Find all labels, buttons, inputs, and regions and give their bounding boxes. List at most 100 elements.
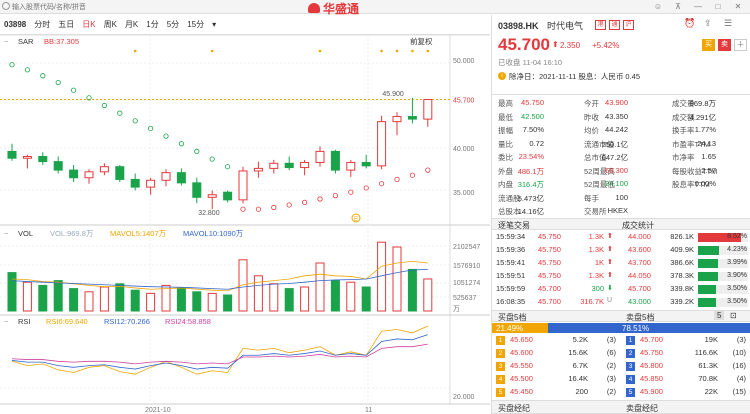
book-pager[interactable]: 5 xyxy=(714,311,725,320)
orderbook-header: 买盘5档 卖盘5档 5 ⊡ xyxy=(492,310,750,322)
period-dropdown-icon[interactable]: ▾ xyxy=(212,20,217,29)
share-icon[interactable]: ⇪ xyxy=(704,18,712,28)
search-input[interactable] xyxy=(2,2,162,12)
trade-volume: 316.7K xyxy=(580,297,604,306)
volume-bar xyxy=(330,280,340,312)
trade-time: 15:59:36 xyxy=(496,245,526,254)
trade-time: 15:59:59 xyxy=(496,284,526,293)
tab-weekly-k[interactable]: 周K xyxy=(103,20,117,29)
minimize-icon[interactable]: — xyxy=(694,2,702,11)
sar-dot xyxy=(378,181,385,187)
kline-chart[interactable]: SAR BB:37.305 前复权 − 50.000 40.000 35.000… xyxy=(0,35,490,414)
volume-bar xyxy=(392,246,402,312)
hk-badge-icon[interactable]: 港 xyxy=(595,20,606,30)
volume-bar xyxy=(253,275,263,312)
quote-label: 振幅 xyxy=(498,126,513,135)
collapse-icon[interactable]: − xyxy=(4,39,8,46)
high-price-label: 45.900 xyxy=(382,91,404,98)
vol-tick-1: 2102547 xyxy=(453,244,480,251)
trades-title[interactable]: 逐笔交易 xyxy=(498,221,530,230)
adjust-dropdown[interactable]: 前复权 xyxy=(410,36,433,46)
trade-button-buy[interactable]: 买 xyxy=(702,39,715,51)
alert-bell-icon[interactable]: ⏰ xyxy=(684,18,696,28)
stats-title[interactable]: 成交统计 xyxy=(622,221,654,230)
candle-body xyxy=(377,121,387,167)
quote-value: 24.100 xyxy=(605,179,628,188)
sar-label: SAR xyxy=(18,37,34,46)
sar-bb-value: BB:37.305 xyxy=(44,37,79,46)
quote-value: 23.54% xyxy=(518,152,544,161)
add-watchlist-icon[interactable]: ＋ xyxy=(734,39,747,51)
quote-value: 250.1亿 xyxy=(601,139,628,149)
tab-monthly-k[interactable]: 月K xyxy=(124,20,139,29)
quote-value: 2.57 xyxy=(701,165,716,175)
quote-label: 委比 xyxy=(498,153,513,162)
broker-sell-title[interactable]: 卖盘经纪 xyxy=(626,404,658,413)
book-orders: (3) xyxy=(736,335,746,344)
sar-dot xyxy=(240,206,246,212)
vol-tick-2: 1576910 xyxy=(453,263,480,270)
volume-bar xyxy=(22,281,32,312)
tab-five-day[interactable]: 五日 xyxy=(58,20,75,29)
quote-value: 65.300 xyxy=(605,165,628,175)
quote-label: 52周最低 xyxy=(584,180,615,189)
trade-time: 15:59:34 xyxy=(496,232,526,241)
event-dot xyxy=(210,49,214,53)
title-bar: 华盛通 ☺ ⊼ — □ ✕ xyxy=(0,0,750,16)
tab-daily-k[interactable]: 日K xyxy=(82,20,96,29)
quote-label: 市净率 xyxy=(672,153,695,162)
stat-price: 43.700 xyxy=(628,258,651,267)
sar-dot xyxy=(332,193,338,199)
stat-pct: 8.52% xyxy=(727,233,747,240)
vol-collapse-icon[interactable]: − xyxy=(4,231,8,238)
book-next-icon[interactable]: ⊡ xyxy=(730,311,737,320)
quote-label: 昨收 xyxy=(584,112,599,122)
tab-1min[interactable]: 1分 xyxy=(146,20,159,29)
candle-body xyxy=(176,172,186,184)
book-level: 1 xyxy=(496,336,505,345)
book-volume: 61.3K xyxy=(698,361,718,370)
user-icon[interactable]: ☺ xyxy=(653,2,663,11)
broker-buy-title[interactable]: 买盘经纪 xyxy=(498,404,530,413)
book-orders: (2) xyxy=(606,387,616,396)
rsi-collapse-icon[interactable]: − xyxy=(4,319,8,326)
volume-bars xyxy=(7,241,433,312)
maximize-icon[interactable]: □ xyxy=(715,2,721,11)
quote-value: 14.16亿 xyxy=(517,207,544,216)
notify-icon[interactable]: ☰ xyxy=(724,18,733,28)
quote-label: 总股本 xyxy=(498,207,521,216)
trade-badge-icon[interactable]: 通 xyxy=(609,20,620,30)
rsi6-line xyxy=(11,325,428,375)
period-tabs: 03898 分时 五日 日K 周K 月K 1分 5分 15分 ▾ xyxy=(0,15,490,35)
sar-dot xyxy=(271,204,277,211)
trade-time: 15:59:51 xyxy=(496,271,526,280)
dividend-marker-icon[interactable] xyxy=(351,213,361,223)
volume-bar xyxy=(176,288,186,312)
pin-icon[interactable]: ⊼ xyxy=(675,2,681,11)
tab-15min[interactable]: 15分 xyxy=(187,20,205,29)
quote-label: 每手 xyxy=(584,193,599,203)
candle-body xyxy=(223,191,233,201)
book-volume: 5.2K xyxy=(572,335,588,344)
broker-header: 买盘经纪 卖盘经纪 xyxy=(492,400,750,414)
stock-code-tab[interactable]: 03898 xyxy=(4,20,27,29)
date-tick-11: 11 xyxy=(365,407,372,414)
trade-button-sell[interactable]: 卖 xyxy=(718,39,731,51)
sar-dot xyxy=(55,79,61,86)
candle-body xyxy=(53,161,63,171)
tab-5min[interactable]: 5分 xyxy=(166,20,180,29)
quote-value: 4.291亿 xyxy=(689,112,716,122)
stat-volume: 386.6K xyxy=(670,258,694,267)
quote-label: 流通股 xyxy=(498,193,521,203)
book-level: 2 xyxy=(496,349,505,358)
book-level: 4 xyxy=(496,375,505,384)
quote-value: 486.1万 xyxy=(517,166,544,176)
quote-table: 最高 45.750 今开 43.900 成交量 969.8万 最低 42.500 昨收 43.35… xyxy=(492,94,750,219)
close-icon[interactable]: ✕ xyxy=(734,2,742,11)
shanghai-badge-icon[interactable]: 沪 xyxy=(623,20,634,30)
tab-intraday[interactable]: 分时 xyxy=(34,20,51,29)
sar-dot xyxy=(148,125,154,132)
volume-bar xyxy=(300,286,310,312)
book-volume: 16.4K xyxy=(568,374,588,383)
volume-bar xyxy=(38,284,48,312)
